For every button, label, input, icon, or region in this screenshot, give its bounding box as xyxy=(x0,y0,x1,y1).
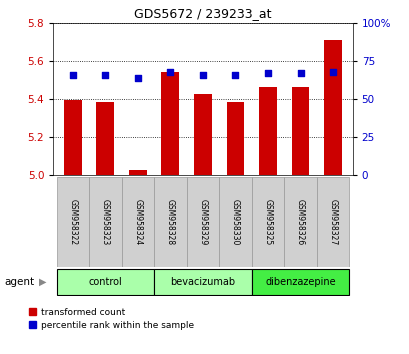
Text: GSM958327: GSM958327 xyxy=(328,199,337,245)
Point xyxy=(297,70,303,76)
Bar xyxy=(128,170,146,175)
Bar xyxy=(96,102,114,175)
Text: GSM958324: GSM958324 xyxy=(133,199,142,245)
Bar xyxy=(161,73,179,175)
Point xyxy=(134,75,141,81)
Text: GSM958326: GSM958326 xyxy=(295,199,304,245)
Bar xyxy=(291,87,309,175)
Point xyxy=(70,72,76,78)
Text: agent: agent xyxy=(4,277,34,287)
Point xyxy=(102,72,108,78)
Bar xyxy=(324,40,341,175)
Point xyxy=(264,70,271,76)
Text: GSM958323: GSM958323 xyxy=(101,199,110,245)
Bar xyxy=(56,177,89,267)
Point xyxy=(199,72,206,78)
Text: dibenzazepine: dibenzazepine xyxy=(265,277,335,287)
Bar xyxy=(64,100,81,175)
Text: GSM958329: GSM958329 xyxy=(198,199,207,245)
Point xyxy=(329,69,335,75)
Text: bevacizumab: bevacizumab xyxy=(170,277,235,287)
Legend: transformed count, percentile rank within the sample: transformed count, percentile rank withi… xyxy=(29,308,193,330)
Text: control: control xyxy=(88,277,122,287)
Title: GDS5672 / 239233_at: GDS5672 / 239233_at xyxy=(134,7,271,21)
Point xyxy=(231,72,238,78)
Bar xyxy=(219,177,251,267)
Bar xyxy=(121,177,154,267)
Text: GSM958325: GSM958325 xyxy=(263,199,272,245)
Bar xyxy=(251,177,283,267)
Bar xyxy=(154,177,186,267)
Bar xyxy=(226,102,244,175)
Point xyxy=(167,69,173,75)
Text: GSM958330: GSM958330 xyxy=(230,199,239,245)
Bar xyxy=(186,177,219,267)
Bar xyxy=(258,87,276,175)
Text: GSM958328: GSM958328 xyxy=(166,199,175,245)
Bar xyxy=(193,95,211,175)
Bar xyxy=(56,269,154,295)
Text: ▶: ▶ xyxy=(39,277,46,287)
Text: GSM958322: GSM958322 xyxy=(68,199,77,245)
Bar xyxy=(251,269,348,295)
Bar xyxy=(283,177,316,267)
Bar xyxy=(89,177,121,267)
Bar xyxy=(316,177,348,267)
Bar xyxy=(154,269,251,295)
